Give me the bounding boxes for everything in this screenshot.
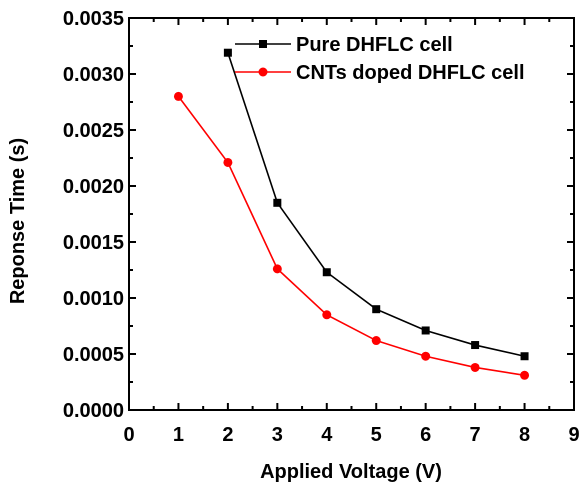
legend: Pure DHFLC cell CNTs doped DHFLC cell xyxy=(235,34,525,84)
data-point xyxy=(520,370,530,380)
y-tick-label: 0.0020 xyxy=(63,176,124,198)
y-ticks: 0.0000 0.0005 0.0010 0.0015 0.0020 0.0025 0.00… xyxy=(63,8,574,422)
data-point xyxy=(273,198,282,207)
y-tick-label: 0.0000 xyxy=(63,400,124,422)
legend-label: Pure DHFLC cell xyxy=(296,34,453,56)
legend-label: CNTs doped DHFLC cell xyxy=(296,62,525,84)
y-tick-label: 0.0030 xyxy=(63,64,124,86)
x-tick-label: 8 xyxy=(519,424,530,446)
data-point xyxy=(322,310,332,320)
x-tick-label: 4 xyxy=(321,424,333,446)
data-point xyxy=(223,157,233,167)
data-point xyxy=(421,326,430,335)
x-tick-label: 2 xyxy=(222,424,233,446)
series-line xyxy=(177,95,525,377)
legend-item: Pure DHFLC cell xyxy=(235,34,453,56)
legend-marker xyxy=(259,40,267,48)
x-tick-label: 9 xyxy=(568,424,579,446)
y-tick-label: 0.0015 xyxy=(63,232,124,254)
data-point xyxy=(421,351,431,361)
x-tick-label: 5 xyxy=(371,424,382,446)
data-point xyxy=(372,305,381,314)
data-point xyxy=(322,268,331,277)
legend-item: CNTs doped DHFLC cell xyxy=(235,62,525,84)
data-point xyxy=(173,91,183,101)
data-point xyxy=(371,336,381,346)
y-tick-label: 0.0025 xyxy=(63,120,124,142)
x-tick-label: 0 xyxy=(123,424,134,446)
x-axis-title: Applied Voltage (V) xyxy=(260,461,442,483)
x-tick-label: 7 xyxy=(470,424,481,446)
series-pure-dhflc xyxy=(223,48,529,361)
data-point xyxy=(272,264,282,274)
data-point xyxy=(223,48,232,57)
series-cnt-doped-dhflc xyxy=(173,91,530,380)
legend-marker xyxy=(258,67,268,77)
y-axis-title: Reponse Time (s) xyxy=(7,138,29,304)
y-tick-label: 0.0005 xyxy=(63,344,124,366)
x-tick-label: 6 xyxy=(420,424,431,446)
y-tick-label: 0.0010 xyxy=(63,288,124,310)
x-tick-label: 3 xyxy=(272,424,283,446)
x-ticks: 0 1 2 3 4 5 6 7 8 9 xyxy=(123,18,580,446)
data-point xyxy=(470,362,480,372)
y-tick-label: 0.0035 xyxy=(63,8,124,30)
series-layer xyxy=(173,48,530,380)
data-point xyxy=(520,352,529,361)
data-point xyxy=(471,341,480,350)
x-tick-label: 1 xyxy=(173,424,184,446)
